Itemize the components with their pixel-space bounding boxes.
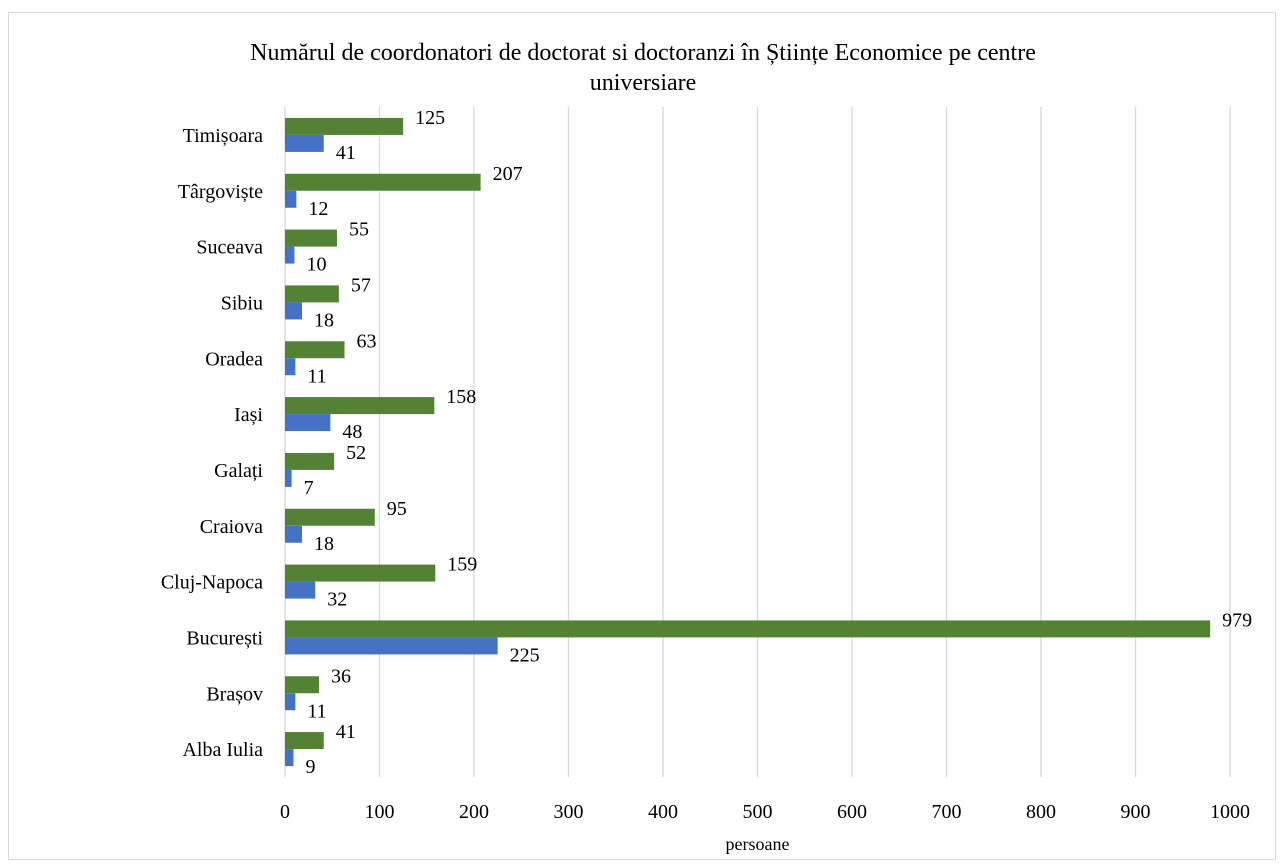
category-label: Târgoviște	[178, 181, 263, 203]
data-label: 57	[351, 274, 371, 296]
bar-green	[285, 397, 435, 415]
bar-blue	[285, 414, 331, 432]
category-label: Craiova	[200, 516, 263, 538]
x-tick-labels: 0 100 200 300 400 500 600 700 800 900 1000	[280, 801, 1250, 823]
data-label: 7	[304, 477, 314, 499]
data-label: 36	[331, 665, 351, 687]
bar-blue	[285, 581, 316, 599]
category-label: București	[186, 627, 263, 649]
data-label: 55	[349, 219, 369, 241]
bar-blue	[285, 358, 296, 376]
data-label: 10	[306, 254, 326, 276]
data-label: 225	[510, 644, 540, 666]
bars	[285, 117, 1211, 767]
chart-title-line: Numărul de coordonatori de doctorat si d…	[250, 40, 1036, 66]
data-labels: 4193611979225159329518527158486311571855…	[304, 107, 1253, 778]
data-label: 41	[336, 721, 356, 743]
category-label: Iași	[234, 404, 263, 426]
category-label: Oradea	[205, 348, 263, 370]
data-label: 18	[314, 309, 334, 331]
data-label: 11	[307, 365, 326, 387]
bar-green	[285, 117, 404, 135]
bar-green	[285, 508, 375, 526]
data-label: 32	[327, 589, 347, 611]
chart-frame: Numărul de coordonatori de doctorat si d…	[8, 12, 1276, 860]
category-label: Suceava	[196, 237, 263, 259]
bar-green	[285, 229, 337, 247]
category-label: Sibiu	[221, 292, 263, 314]
x-tick-label: 300	[554, 801, 584, 823]
x-tick-label: 700	[932, 801, 962, 823]
bar-green	[285, 676, 320, 694]
bar-blue	[285, 302, 303, 320]
x-tick-label: 500	[743, 801, 773, 823]
bar-blue	[285, 637, 498, 655]
chart-title: Numărul de coordonatori de doctorat si d…	[250, 40, 1036, 96]
bar-green	[285, 341, 345, 359]
chart-title-line: universiare	[590, 70, 697, 96]
x-tick-label: 800	[1026, 801, 1056, 823]
bar-blue	[285, 134, 324, 152]
bar-blue	[285, 246, 295, 264]
x-tick-label: 900	[1121, 801, 1151, 823]
x-tick-label: 1000	[1210, 801, 1250, 823]
chart-svg: Numărul de coordonatori de doctorat si d…	[161, 40, 1253, 854]
bar-green	[285, 173, 481, 191]
data-label: 125	[415, 107, 445, 129]
category-label: Alba Iulia	[182, 739, 263, 761]
bar-green	[285, 452, 335, 470]
bar-green	[285, 620, 1211, 638]
data-label: 95	[387, 498, 407, 520]
x-tick-label: 200	[459, 801, 489, 823]
x-axis-title: persoane	[726, 834, 790, 854]
data-label: 207	[493, 163, 523, 185]
bar-green	[285, 564, 436, 582]
x-tick-label: 400	[648, 801, 678, 823]
category-label: Brașov	[206, 683, 263, 705]
data-label: 48	[342, 421, 362, 443]
category-label: Cluj-Napoca	[161, 572, 263, 594]
bar-green	[285, 732, 324, 750]
data-label: 18	[314, 533, 334, 555]
bar-blue	[285, 693, 296, 711]
data-label: 11	[307, 700, 326, 722]
bar-blue	[285, 525, 303, 543]
category-labels: Alba Iulia Brașov București Cluj-Napoca Crai…	[161, 125, 264, 761]
data-label: 158	[446, 386, 476, 408]
x-tick-label: 600	[837, 801, 867, 823]
gridlines	[284, 107, 1231, 777]
data-label: 9	[306, 756, 316, 778]
bar-blue	[285, 190, 297, 208]
x-tick-label: 100	[365, 801, 395, 823]
category-label: Galați	[214, 460, 263, 482]
data-label: 979	[1222, 609, 1252, 631]
data-label: 41	[336, 142, 356, 164]
data-label: 159	[447, 554, 477, 576]
data-label: 63	[357, 330, 377, 352]
data-label: 52	[346, 442, 366, 464]
bar-green	[285, 285, 339, 303]
bar-blue	[285, 749, 294, 767]
x-tick-label: 0	[280, 801, 290, 823]
category-label: Timișoara	[183, 125, 264, 147]
bar-blue	[285, 469, 292, 487]
data-label: 12	[308, 198, 328, 220]
